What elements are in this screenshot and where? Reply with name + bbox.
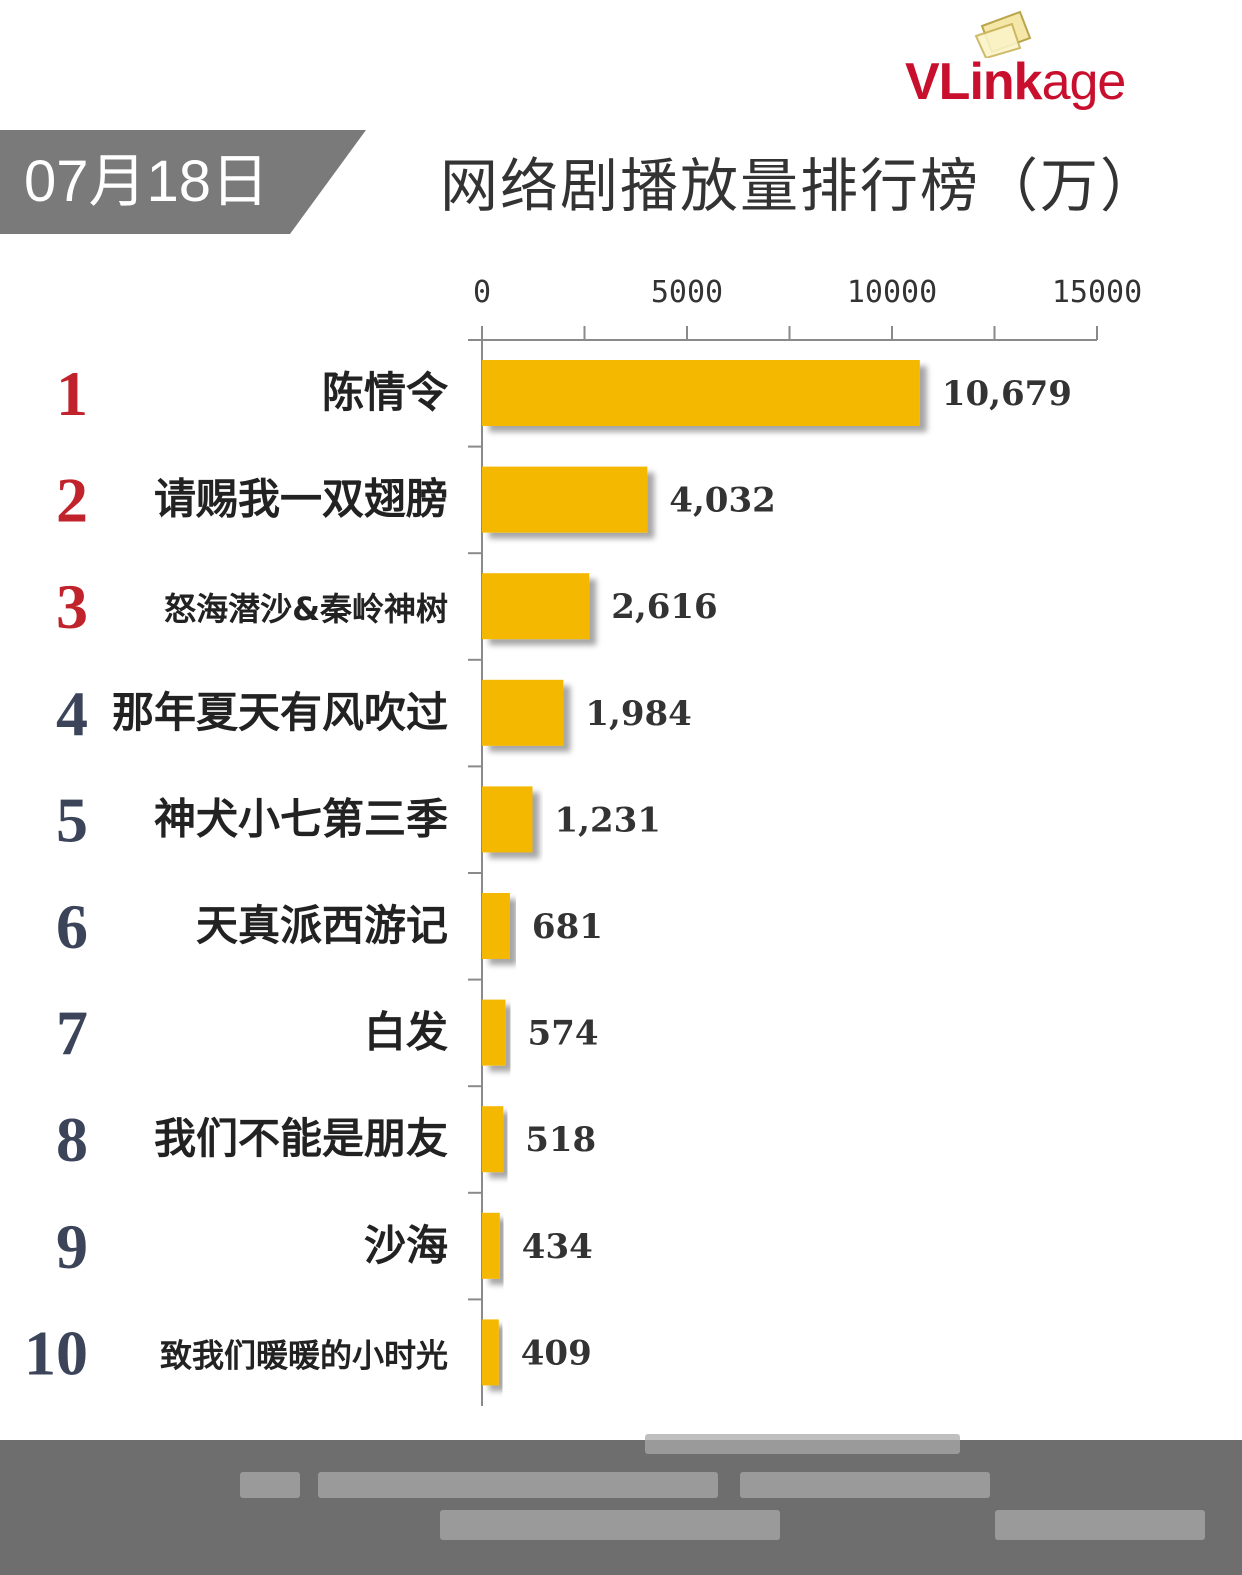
rank-label: 2	[56, 465, 88, 536]
bar	[482, 1319, 499, 1386]
x-tick-label: 10000	[847, 275, 937, 310]
data-label: 4,032	[669, 481, 775, 521]
rank-label: 4	[56, 678, 88, 749]
rank-label: 10	[24, 1317, 88, 1388]
date-badge: 07月18日	[0, 130, 366, 234]
chart-title: 网络剧播放量排行榜（万）	[440, 152, 1161, 220]
vlinkage-logo: VLinkage	[905, 52, 1127, 112]
bars	[482, 360, 920, 1386]
bar	[482, 786, 533, 853]
data-label: 10,679	[942, 374, 1072, 414]
labels: 10,679 陈情令 1 4,032 请赐我一双翅膀 2 2,616 怒海潜沙&秦岭神树 3 1,…	[24, 358, 1072, 1388]
date-text: 07月18日	[24, 149, 270, 214]
x-tick-label: 15000	[1052, 275, 1142, 310]
x-tick-label: 5000	[651, 275, 723, 310]
bar	[482, 573, 590, 640]
blurred-footer	[0, 1434, 1242, 1575]
data-label: 574	[528, 1014, 599, 1054]
category-label: 那年夏天有风吹过	[112, 688, 448, 737]
category-label: 陈情令	[322, 368, 449, 417]
rank-label: 3	[56, 571, 88, 642]
category-label: 怒海潜沙&秦岭神树	[164, 590, 448, 628]
category-label: 天真派西游记	[196, 901, 448, 950]
rank-label: 5	[56, 784, 88, 855]
bar	[482, 360, 920, 426]
category-label: 致我们暖暖的小时光	[160, 1336, 448, 1374]
data-label: 2,616	[611, 587, 717, 627]
rank-label: 6	[56, 891, 88, 962]
data-label: 434	[522, 1227, 593, 1267]
data-label: 518	[525, 1120, 596, 1160]
bar	[482, 999, 506, 1066]
x-tick-label: 0	[473, 275, 491, 310]
data-label: 1,984	[585, 694, 691, 734]
category-label: 我们不能是朋友	[154, 1114, 448, 1163]
bar-chart: 0 5000 10000 15000 10,679 陈情令 1 4,032 请赐我一双翅膀 2 2…	[24, 275, 1142, 1406]
category-label: 请赐我一双翅膀	[154, 475, 448, 524]
bar	[482, 1106, 504, 1173]
category-label: 神犬小七第三季	[154, 794, 448, 843]
bar	[482, 679, 564, 746]
rank-label: 7	[56, 998, 88, 1069]
logo-text-age: age	[1041, 53, 1127, 111]
category-label: 沙海	[364, 1221, 448, 1270]
rank-label: 8	[56, 1104, 88, 1175]
rank-label: 1	[56, 358, 88, 429]
data-label: 681	[532, 907, 603, 947]
bar	[482, 1212, 500, 1279]
logo-text-vlink: VLink	[905, 53, 1043, 111]
category-label: 白发	[364, 1008, 448, 1057]
logo-mark-icon	[972, 8, 1042, 62]
data-label: 1,231	[554, 800, 660, 840]
bar	[482, 893, 510, 959]
rank-label: 9	[56, 1211, 88, 1282]
bar	[482, 466, 648, 533]
data-label: 409	[521, 1333, 592, 1373]
